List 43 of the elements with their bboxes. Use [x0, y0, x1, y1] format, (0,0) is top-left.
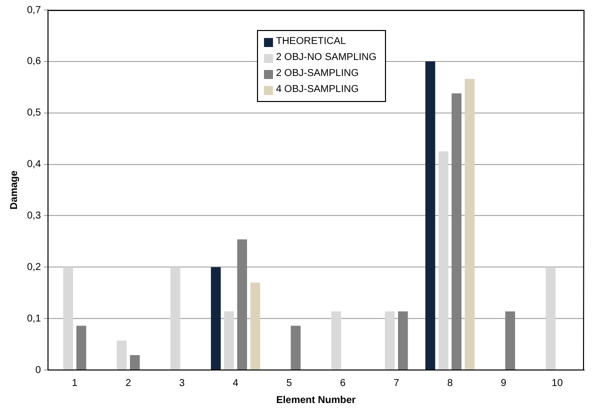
legend-label: 2 OBJ-SAMPLING — [276, 67, 359, 81]
x-tick-label: 7 — [394, 378, 400, 389]
x-tick-label: 10 — [552, 378, 564, 389]
bar — [237, 239, 248, 370]
bar — [250, 282, 260, 370]
bar — [438, 151, 448, 370]
bar — [210, 267, 221, 370]
y-axis-title: Damage — [8, 170, 20, 210]
bar — [130, 355, 140, 370]
bar — [398, 311, 408, 370]
y-tick-label: 0,4 — [26, 159, 42, 170]
bar — [224, 311, 234, 370]
legend-label: THEORETICAL — [276, 35, 346, 49]
x-tick-label: 2 — [126, 378, 132, 389]
bar — [76, 326, 86, 370]
y-tick-label: 0,2 — [26, 262, 42, 273]
bar — [384, 311, 395, 370]
y-tick-label: 0 — [35, 364, 42, 376]
bar — [170, 267, 180, 370]
bar — [116, 340, 127, 370]
bar — [331, 311, 342, 370]
bar — [290, 326, 301, 370]
bar — [452, 93, 462, 370]
legend-label: 4 OBJ-SAMPLING — [276, 83, 359, 97]
y-tick-label: 0,6 — [26, 56, 42, 68]
x-tick-label: 6 — [340, 378, 346, 389]
bar — [546, 267, 556, 370]
x-tick-label: 1 — [72, 378, 78, 389]
x-tick-label: 3 — [179, 378, 186, 389]
y-tick-label: 0,3 — [26, 210, 42, 222]
y-tick-label: 0,7 — [26, 4, 42, 16]
y-tick-label: 0,1 — [26, 313, 42, 324]
bar — [63, 267, 74, 370]
legend-label: 2 OBJ-NO SAMPLING — [276, 51, 377, 65]
x-tick-label: 9 — [500, 378, 507, 389]
x-tick-label: 5 — [286, 378, 292, 389]
bar — [505, 311, 516, 370]
x-axis-title: Element Number — [276, 394, 356, 406]
x-tick-label: 4 — [232, 378, 239, 389]
bar — [464, 78, 475, 370]
x-tick-label: 8 — [447, 378, 454, 389]
bar — [425, 61, 436, 370]
y-tick-label: 0,5 — [26, 108, 42, 119]
